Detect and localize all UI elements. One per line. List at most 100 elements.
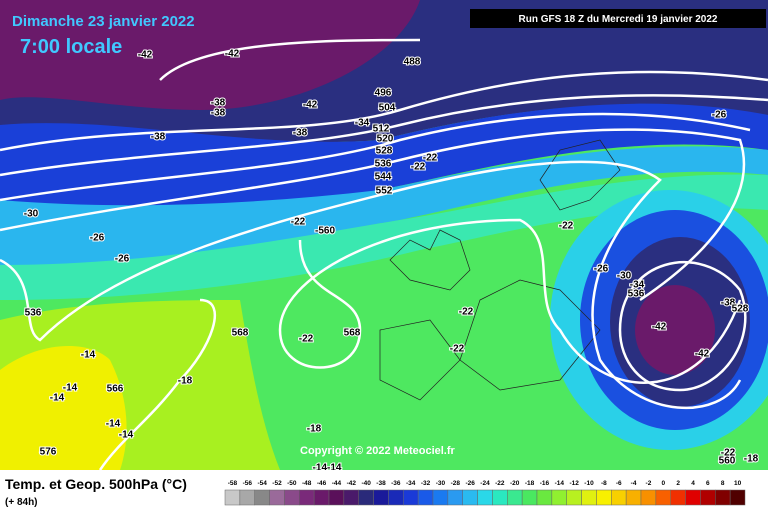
contour-label: -26 [712, 110, 727, 121]
scale-swatch [313, 489, 330, 506]
contour-label: -38 [211, 98, 226, 109]
scale-swatch [254, 489, 270, 506]
scale-label: -56 [243, 480, 253, 487]
run-box [470, 9, 766, 28]
contour-label: -30 [617, 271, 632, 282]
contour [0, 70, 768, 152]
contour-label: 544 [375, 172, 392, 183]
scale-label: -8 [601, 480, 607, 487]
contour-label: 504 [379, 103, 396, 114]
low-core [635, 285, 715, 375]
contour [98, 298, 217, 471]
copyright: Copyright © 2022 Meteociel.fr [300, 445, 456, 457]
scale-label: -16 [540, 480, 550, 487]
contour-label: 576 [40, 447, 57, 458]
contour-label: -30 [24, 209, 39, 220]
contour-label: -42 [225, 49, 240, 60]
contour-label: -18 [178, 376, 193, 387]
contour-label: -34 [630, 280, 645, 291]
contour-label: -42 [695, 349, 710, 360]
contour-label: 568 [344, 328, 361, 339]
scale-label: -38 [376, 480, 386, 487]
scale-label: 10 [734, 480, 742, 487]
contour-label: 568 [232, 328, 249, 339]
contour-labels: -42 -42-38-38-42-38-38488496504-345125205… [23, 48, 760, 475]
scale-label: -30 [436, 480, 446, 487]
scale-swatch [611, 489, 627, 506]
scale-swatch [670, 489, 686, 506]
contour [0, 112, 751, 202]
contour-label: 536 [628, 289, 645, 300]
scale-swatch [358, 489, 374, 506]
contour-label: -26 [90, 233, 105, 244]
scale-label: -42 [347, 480, 357, 487]
contour-label: 536 [375, 159, 392, 170]
scale-label: -4 [631, 480, 637, 487]
scale-label: -44 [332, 480, 342, 487]
scale-label: -58 [228, 480, 238, 487]
scale-swatch [373, 489, 389, 506]
scale-swatch [224, 489, 241, 506]
contour-label: -22 [423, 153, 438, 164]
region-warm [0, 346, 127, 470]
region-cyan [0, 146, 768, 270]
contour-label: -14 [106, 419, 121, 430]
contour-label: -22 [721, 448, 736, 459]
contour-label: -22 [459, 307, 474, 318]
scale-label: 6 [706, 480, 710, 487]
scale-swatch [521, 489, 538, 506]
scale-swatch [447, 489, 463, 506]
contour-label: 520 [377, 134, 394, 145]
scale-swatch [581, 489, 597, 506]
contour-label: -26 [594, 264, 609, 275]
scale-swatch [328, 489, 345, 506]
scale-label: -48 [302, 480, 312, 487]
contour-label: 496 [375, 88, 392, 99]
contour-label: -42 [303, 100, 318, 111]
scale-label: -14 [555, 480, 565, 487]
contour-label: -34 [355, 118, 370, 129]
scale-label: -24 [480, 480, 490, 487]
scale-label: -34 [406, 480, 416, 487]
contour-label: 488 [404, 57, 421, 68]
contour-label: -18 [307, 424, 322, 435]
scale-swatch [551, 489, 567, 506]
contour-label: -18 [744, 454, 759, 465]
contour-label: -42 [652, 322, 667, 333]
contour [159, 38, 421, 81]
scale-swatch [269, 489, 285, 506]
contour-label: -38 [721, 298, 736, 309]
contour-label: -14 [50, 393, 65, 404]
scale-swatch [566, 489, 582, 506]
scale-swatch [700, 489, 716, 506]
scale-label: -12 [569, 480, 579, 487]
contour [278, 218, 742, 384]
scale-label: -46 [317, 480, 327, 487]
contour-label: -42 [138, 50, 153, 61]
scale-swatch [417, 489, 434, 506]
scale-swatch [403, 489, 419, 506]
scale-swatch [299, 489, 315, 506]
footer-title: Temp. et Geop. 500hPa (°C) [5, 476, 187, 492]
contour-label: -38 [293, 128, 308, 139]
contour-label: -22 [450, 344, 465, 355]
contour-label: -22 [299, 334, 314, 345]
contour [0, 160, 742, 410]
contour-label: 566 [107, 384, 124, 395]
scale-label: -18 [525, 480, 535, 487]
scale-label: -50 [287, 480, 297, 487]
scale-swatch [596, 489, 612, 506]
scale-swatch [655, 489, 671, 506]
scale-label: -20 [510, 480, 520, 487]
scale-swatch [640, 489, 657, 506]
scale-label: 8 [721, 480, 725, 487]
contour [0, 128, 746, 302]
run-info: Run GFS 18 Z du Mercredi 19 janvier 2022 [519, 14, 718, 25]
scale-label: 2 [676, 480, 680, 487]
scale-swatch [536, 489, 553, 506]
contour-label: -560 [315, 226, 335, 237]
region-teal [0, 174, 768, 300]
contour-label: -14 [63, 383, 78, 394]
scale-swatch [685, 489, 701, 506]
